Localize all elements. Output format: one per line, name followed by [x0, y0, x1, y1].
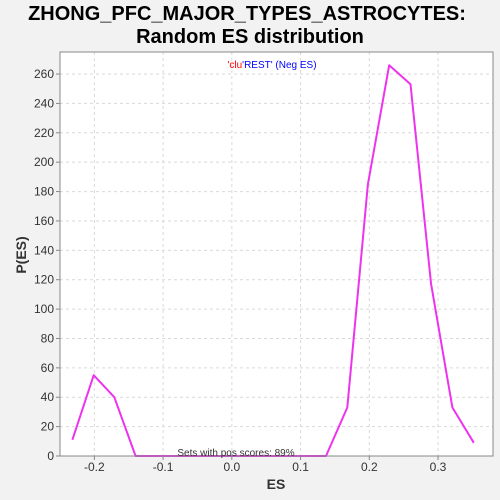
y-tick-label: 120 — [34, 273, 54, 287]
x-tick-label: -0.1 — [153, 460, 174, 474]
x-tick-label: 0.3 — [430, 460, 447, 474]
y-tick-label: 160 — [34, 214, 54, 228]
y-tick-label: 240 — [34, 96, 54, 110]
y-tick-label: 60 — [41, 361, 55, 375]
y-tick-label: 200 — [34, 155, 54, 169]
y-tick-label: 140 — [34, 243, 54, 257]
legend: 'clu'REST' (Neg ES) — [227, 60, 316, 71]
legend-entry-rest: 'REST' (Neg ES) — [242, 60, 316, 71]
x-tick-label: 0.1 — [292, 460, 309, 474]
chart-title-line1: ZHONG_PFC_MAJOR_TYPES_ASTROCYTES: — [28, 3, 466, 25]
plot-area — [60, 52, 493, 456]
y-tick-label: 220 — [34, 126, 54, 140]
x-tick-label: 0.2 — [361, 460, 378, 474]
y-tick-label: 180 — [34, 185, 54, 199]
x-tick-label: -0.2 — [84, 460, 105, 474]
y-tick-label: 80 — [41, 331, 55, 345]
y-axis-label: P(ES) — [13, 236, 29, 273]
axes — [56, 51, 494, 460]
chart-title-line2: Random ES distribution — [136, 26, 364, 48]
tick-labels: -0.2 -0.1 0.0 0.1 0.2 0.3 0 20 40 60 80 100 120 140 16… — [34, 67, 447, 474]
legend-entry-clu: 'clu — [227, 60, 242, 71]
grid — [60, 52, 493, 457]
y-tick-label: 20 — [41, 420, 55, 434]
y-tick-label: 100 — [34, 302, 54, 316]
pos-scores-annotation: Sets with pos scores: 89% — [177, 448, 294, 459]
y-tick-label: 40 — [41, 390, 55, 404]
plot-border — [59, 51, 494, 457]
x-axis-label: ES — [267, 476, 286, 492]
x-tick-label: 0.0 — [223, 460, 240, 474]
y-tick-label: 260 — [34, 67, 54, 81]
y-tick-label: 0 — [47, 449, 54, 463]
